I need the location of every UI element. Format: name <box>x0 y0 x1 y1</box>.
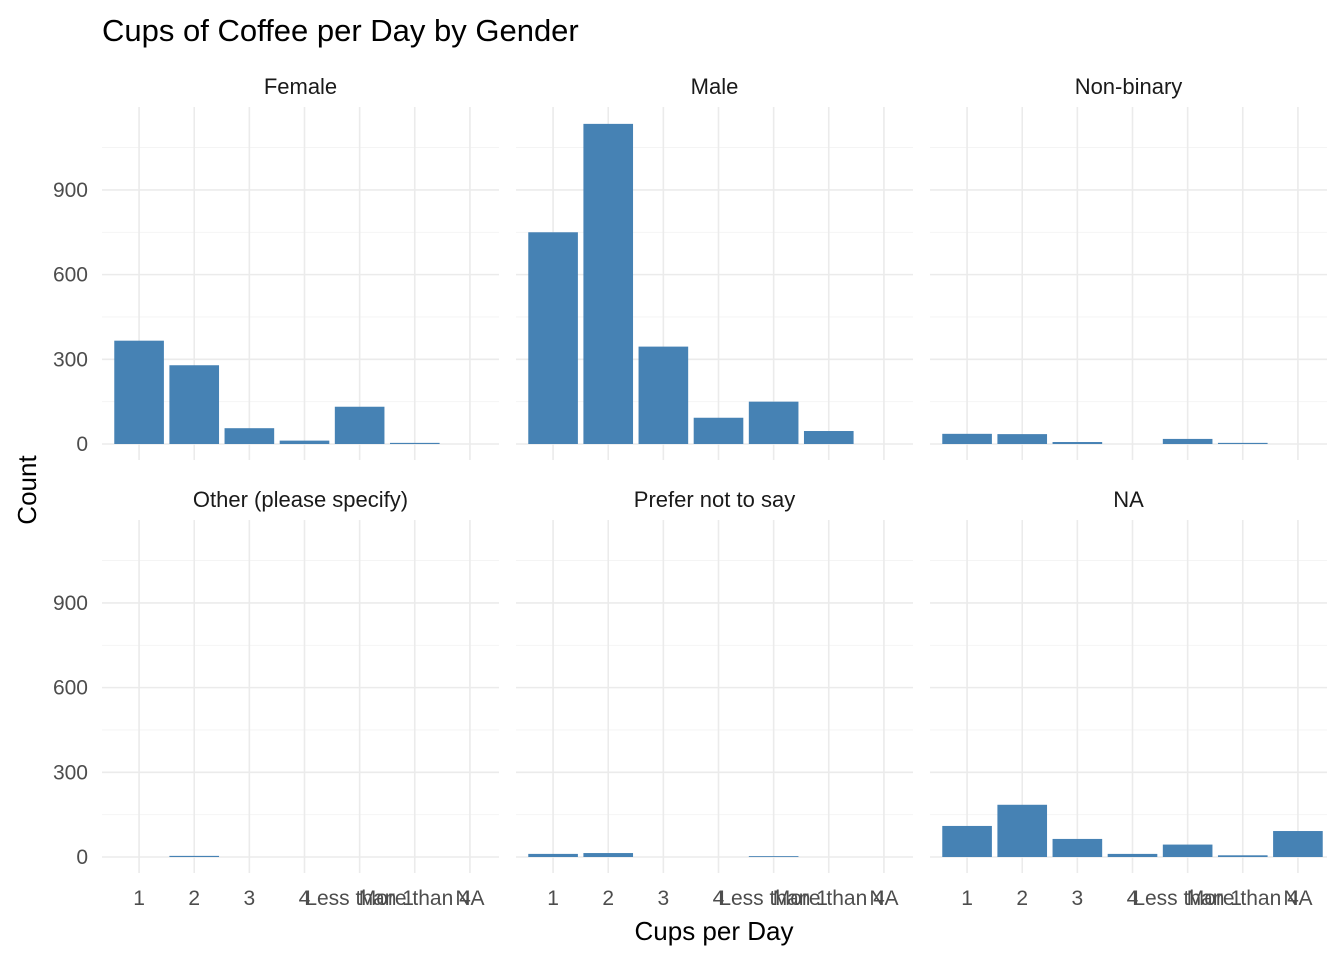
x-tick-label: 1 <box>133 887 145 910</box>
y-tick-label: 0 <box>76 846 88 869</box>
facet-panel-female: Female 0 300 600 900 <box>53 74 499 460</box>
bar-na-4 <box>1107 853 1158 857</box>
bar-male-1 <box>528 232 578 444</box>
facet-panel-other-please-specify: Other (please specify) 0 300 600 900 1 2 3 4Less… <box>53 487 499 910</box>
bar-female-4 <box>279 440 330 444</box>
bar-na-1 <box>942 825 992 857</box>
bar-male-4 <box>693 417 744 444</box>
bar-non-binary-more-than-4 <box>1217 442 1268 444</box>
facet-label: NA <box>1113 487 1144 512</box>
bar-non-binary-less-than-1 <box>1162 438 1213 444</box>
facet-panels: Female 0 300 600 900 Male Non-binary Other (ple… <box>53 74 1327 910</box>
x-tick-label: Less than 1 <box>305 887 414 910</box>
x-tick-label: 3 <box>1072 887 1084 910</box>
x-tick-label: 1 <box>547 887 559 910</box>
y-tick-label: 300 <box>53 348 88 371</box>
x-tick-label: More than 4 <box>773 887 885 910</box>
y-tick-label: 900 <box>53 179 88 202</box>
x-tick-label: Less than 1 <box>1133 887 1242 910</box>
x-tick-label: NA <box>869 887 898 910</box>
bar-female-less-than-1 <box>334 406 385 444</box>
x-tick-label: 1 <box>961 887 973 910</box>
bar-prefer-not-to-say-1 <box>528 853 578 857</box>
bar-non-binary-3 <box>1052 442 1103 444</box>
bar-male-3 <box>638 346 689 444</box>
bar-male-2 <box>583 123 634 445</box>
y-tick-label: 300 <box>53 761 88 784</box>
bar-non-binary-1 <box>942 433 992 444</box>
bar-male-more-than-4 <box>803 431 854 444</box>
facet-label: Other (please specify) <box>193 487 408 512</box>
y-tick-label: 600 <box>53 677 88 700</box>
bar-female-3 <box>224 428 275 444</box>
x-tick-label: NA <box>1283 887 1312 910</box>
x-tick-label: More than 4 <box>1187 887 1299 910</box>
facet-panel-non-binary: Non-binary <box>930 74 1327 460</box>
bar-na-less-than-1 <box>1162 844 1213 857</box>
y-tick-label: 900 <box>53 592 88 615</box>
bar-prefer-not-to-say-less-than-1 <box>748 856 799 857</box>
x-tick-label: 4 <box>713 887 725 910</box>
x-tick-label: 4 <box>1127 887 1139 910</box>
chart-title: Cups of Coffee per Day by Gender <box>102 13 579 48</box>
x-tick-label: More than 4 <box>359 887 471 910</box>
bar-female-more-than-4 <box>389 442 440 444</box>
bar-other-please-specify-2 <box>169 855 220 857</box>
bar-prefer-not-to-say-2 <box>583 853 634 857</box>
bar-non-binary-2 <box>997 434 1048 444</box>
x-tick-label: 4 <box>299 887 311 910</box>
y-tick-label: 600 <box>53 264 88 287</box>
bar-na-na <box>1273 831 1323 857</box>
bar-female-2 <box>169 365 220 444</box>
facet-label: Prefer not to say <box>634 487 795 512</box>
x-tick-label: 3 <box>658 887 670 910</box>
x-tick-label: 2 <box>188 887 200 910</box>
bar-male-less-than-1 <box>748 401 799 444</box>
x-tick-label: NA <box>455 887 484 910</box>
facet-label: Non-binary <box>1075 74 1183 99</box>
bar-na-more-than-4 <box>1217 855 1268 857</box>
x-tick-label: 3 <box>244 887 256 910</box>
facet-label: Male <box>691 74 739 99</box>
x-tick-label: 2 <box>602 887 614 910</box>
bar-female-1 <box>114 340 164 444</box>
facet-panel-male: Male <box>516 74 913 460</box>
x-axis-title: Cups per Day <box>635 916 794 946</box>
bar-na-3 <box>1052 838 1103 857</box>
x-tick-label: 2 <box>1016 887 1028 910</box>
y-axis-title: Count <box>12 455 42 525</box>
y-tick-label: 0 <box>76 433 88 456</box>
facet-label: Female <box>264 74 337 99</box>
x-tick-label: Less than 1 <box>719 887 828 910</box>
bar-na-2 <box>997 804 1048 857</box>
